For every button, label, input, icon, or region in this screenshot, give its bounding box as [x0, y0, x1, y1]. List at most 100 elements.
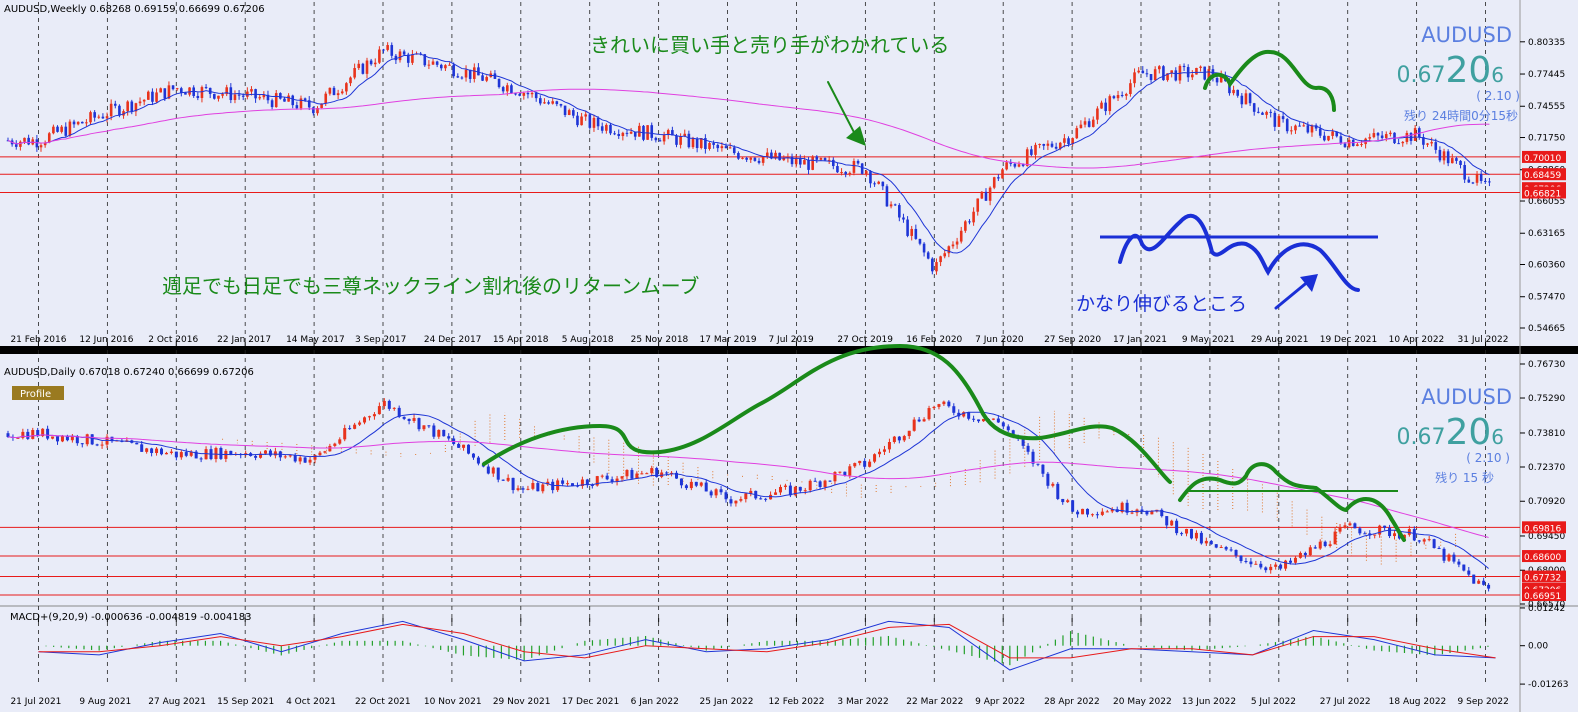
D-candle-body: [407, 418, 411, 421]
W-candle-body: [898, 205, 901, 218]
W-candle-body: [184, 92, 187, 95]
D-candle-body: [625, 470, 629, 477]
D-y-label: 0.75290: [1528, 394, 1565, 404]
W-candle-body: [893, 204, 897, 206]
D-candle-body: [1289, 560, 1293, 563]
D-candle-body: [907, 430, 911, 437]
D-candle-body: [1467, 570, 1471, 575]
W-candle-body: [1290, 130, 1293, 132]
W-candle-body: [142, 99, 146, 102]
W-candle-body: [658, 140, 662, 142]
D-candle-body: [967, 412, 971, 419]
W-candle-body: [1479, 174, 1483, 181]
D-candle-body: [382, 400, 386, 407]
daily-price-sup: 6: [1491, 425, 1504, 449]
D-candle-body: [363, 417, 367, 423]
profile-button[interactable]: [12, 386, 64, 400]
W-candle-body: [617, 133, 621, 137]
W-candle-body: [80, 121, 84, 124]
D-candle-body: [333, 443, 337, 446]
W-x-label: 19 Dec 2021: [1320, 335, 1378, 345]
D-candle-body: [1373, 534, 1377, 536]
D-candle-body: [1066, 500, 1070, 503]
D-candle-body: [828, 480, 832, 482]
D-candle-body: [566, 483, 570, 485]
W-candle-body: [1030, 149, 1033, 155]
W-candle-body: [180, 88, 183, 93]
D-candle-body: [1417, 540, 1421, 542]
D-candle-body: [526, 488, 530, 490]
W-y-label: 0.54665: [1528, 324, 1565, 334]
D-candle-body: [1318, 541, 1322, 549]
daily-header: AUDUSD,Daily 0.67018 0.67240 0.66699 0.6…: [4, 367, 254, 378]
W-candle-body: [1310, 125, 1314, 133]
D-candle-body: [744, 493, 748, 500]
D-candle-body: [922, 419, 926, 422]
W-candle-body: [885, 186, 889, 207]
D-candle-body: [199, 458, 203, 460]
W-candle-body: [852, 160, 856, 173]
W-candle-body: [584, 114, 588, 117]
W-candle-body: [840, 171, 843, 173]
D-candle-body: [1333, 531, 1337, 545]
W-candle-body: [130, 101, 134, 112]
D-candle-body: [630, 470, 634, 479]
W-candle-body: [1170, 70, 1173, 74]
D-candle-body: [1244, 561, 1248, 563]
D-candle-body: [1254, 563, 1258, 565]
D-candle-body: [848, 466, 852, 476]
D-candle-body: [1125, 502, 1129, 513]
annotation-return-move: 週足でも日足でも三尊ネックライン割れ後のリターンムーブ: [162, 274, 699, 298]
D-candle-body: [486, 466, 490, 474]
W-candle-body: [543, 102, 546, 104]
D-x-label: 13 Jun 2022: [1182, 697, 1236, 707]
D-candle-body: [818, 481, 822, 487]
W-candle-body: [35, 139, 39, 148]
D-candle-body: [1422, 539, 1426, 542]
D-candle-body: [1185, 528, 1189, 534]
D-candle-body: [1011, 430, 1015, 437]
W-candle-body: [361, 63, 365, 74]
W-y-label: 0.66055: [1528, 197, 1565, 207]
D-candle-body: [1140, 509, 1144, 512]
D-x-label: 6 Jan 2022: [631, 697, 679, 707]
D-candle-body: [343, 428, 347, 440]
W-candle-body: [625, 132, 629, 134]
W-candle-body: [600, 126, 604, 131]
D-candle-body: [521, 488, 525, 490]
W-y-label: 0.71750: [1528, 134, 1565, 144]
D-candle-body: [70, 436, 74, 441]
D-x-label: 9 Aug 2021: [79, 697, 131, 707]
W-candle-body: [815, 156, 819, 160]
D-candle-body: [1199, 532, 1203, 544]
W-x-label: 3 Sep 2017: [355, 335, 406, 345]
D-candle-body: [982, 418, 986, 422]
W-candle-body: [976, 198, 980, 212]
M-y-label: -0.01263: [1528, 680, 1568, 690]
W-candle-body: [105, 116, 109, 119]
D-candle-body: [1229, 549, 1233, 551]
D-level-label: 0.67732: [1524, 574, 1561, 584]
W-candle-body: [534, 92, 538, 99]
W-candle-body: [221, 94, 224, 96]
D-candle-body: [868, 461, 872, 467]
W-x-label: 27 Sep 2020: [1044, 335, 1101, 345]
W-candle-body: [1285, 119, 1289, 132]
D-candle-body: [427, 425, 431, 427]
D-candle-body: [699, 482, 703, 486]
W-candle-body: [906, 219, 909, 236]
W-candle-body: [918, 238, 922, 244]
D-candle-body: [145, 448, 149, 452]
W-candle-body: [778, 152, 781, 161]
D-candle-body: [1026, 445, 1030, 452]
W-candle-body: [506, 85, 509, 92]
D-candle-body: [605, 475, 609, 480]
D-candle-body: [1383, 525, 1387, 528]
W-candle-body: [1339, 136, 1343, 144]
D-candle-body: [268, 450, 272, 456]
W-candle-body: [72, 121, 76, 125]
W-candle-body: [303, 98, 307, 101]
D-x-label: 17 Dec 2021: [562, 697, 620, 707]
daily-spread: ( 2.10 ): [1466, 451, 1510, 465]
D-candle-body: [640, 473, 644, 475]
